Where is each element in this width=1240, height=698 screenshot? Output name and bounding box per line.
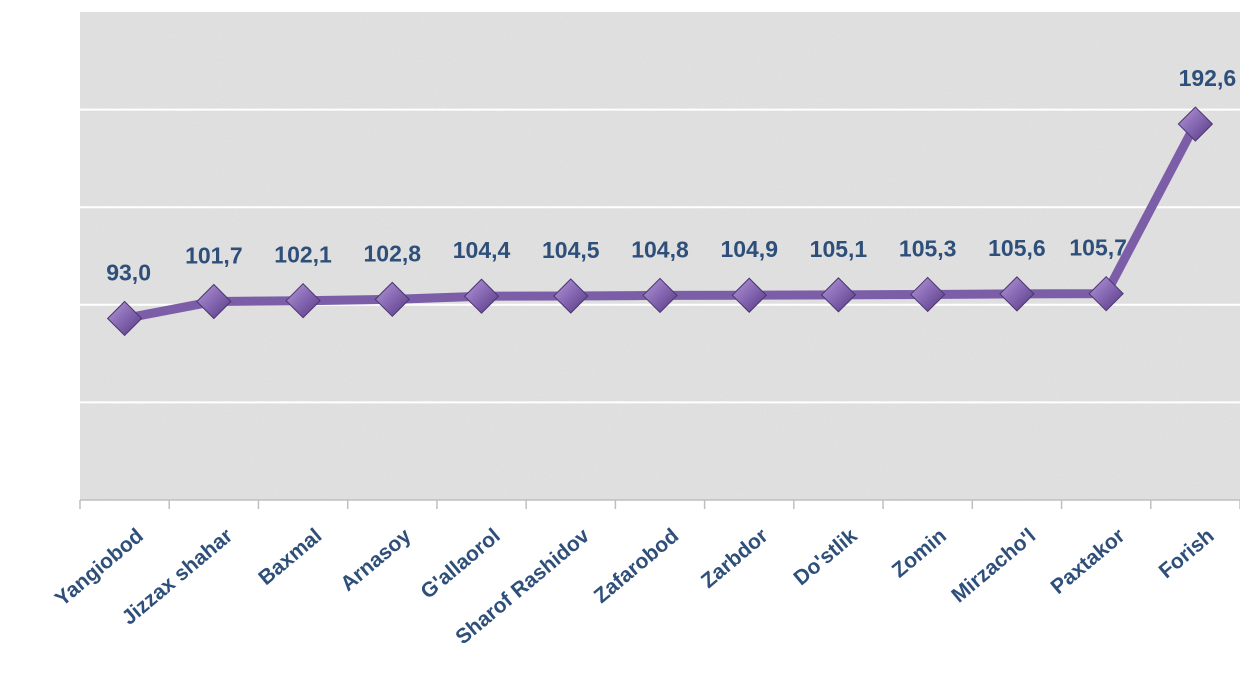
category-label: Paxtakor: [1047, 524, 1130, 599]
data-label: 105,1: [810, 236, 868, 262]
data-label: 104,9: [720, 236, 778, 262]
x-axis: [79, 499, 1240, 509]
data-label: 101,7: [185, 242, 243, 268]
data-point-marker: [999, 276, 1035, 312]
category-label: G'allaorol: [416, 524, 504, 603]
data-point-marker: [553, 278, 589, 314]
series-markers: [106, 106, 1214, 337]
data-label: 105,3: [899, 235, 957, 261]
data-point-marker: [909, 276, 946, 313]
data-label: 104,8: [631, 236, 689, 262]
plot-texture: [80, 12, 1240, 500]
category-label: Arnasoy: [336, 524, 415, 596]
data-point-marker: [731, 277, 767, 313]
data-label: 105,7: [1069, 235, 1127, 261]
data-label: 93,0: [106, 259, 151, 285]
category-label: Baxmal: [254, 524, 326, 590]
data-label: 102,1: [274, 242, 332, 268]
category-label: Mirzacho'l: [947, 524, 1040, 607]
plot-area: [80, 12, 1240, 500]
data-point-marker: [285, 282, 321, 319]
data-point-marker: [1088, 275, 1124, 312]
data-label: 104,4: [453, 237, 511, 263]
data-point-marker: [642, 277, 678, 314]
category-label: Do'stlik: [789, 524, 861, 590]
data-point-marker: [820, 277, 857, 313]
data-point-marker: [1177, 106, 1214, 142]
data-label: 105,6: [988, 235, 1046, 261]
data-label: 104,5: [542, 237, 600, 263]
data-point-marker: [374, 281, 411, 318]
category-label: Forish: [1155, 524, 1219, 583]
category-label: Zarbdor: [697, 524, 773, 593]
data-label: 192,6: [1179, 65, 1237, 91]
data-point-marker: [106, 300, 143, 337]
data-point-marker: [196, 283, 232, 320]
gridlines: [80, 108, 1240, 404]
category-label: Zafarobod: [590, 524, 683, 608]
data-point-marker: [463, 278, 500, 314]
category-label: Zomin: [888, 524, 951, 582]
data-labels: 93,0 101,7 102,1 102,8 104,4 104,5 104,8 104,9 1…: [106, 65, 1236, 285]
data-label: 102,8: [364, 240, 422, 266]
